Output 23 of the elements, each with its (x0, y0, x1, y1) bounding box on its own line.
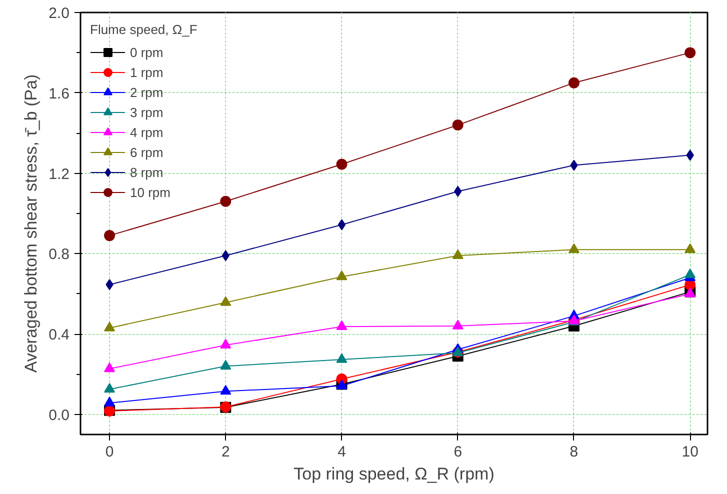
y-axis-title: Averaged bottom shear stress, τ̄_b (Pa) (22, 74, 41, 373)
x-axis-title: Top ring speed, Ω_R (rpm) (294, 464, 494, 484)
y-tick-label: 0.8 (48, 246, 70, 264)
y-tick-label: 1.6 (48, 85, 70, 102)
legend-label: 0 rpm (130, 44, 164, 60)
legend-label: 4 rpm (130, 124, 164, 140)
y-tick-label: 1.2 (48, 166, 70, 183)
x-tick-label: 0 (105, 444, 114, 460)
legend-label: 1 rpm (130, 64, 164, 80)
legend-label: 8 rpm (130, 164, 164, 180)
legend-label: 2 rpm (130, 84, 164, 100)
x-tick-label: 10 (682, 444, 698, 460)
legend-label: 10 rpm (130, 184, 170, 200)
legend-title: Flume speed, Ω_F (90, 22, 198, 37)
y-tick-label: 0.4 (48, 326, 70, 344)
legend-label: 6 rpm (130, 144, 164, 160)
y-tick-label: 0.0 (48, 406, 70, 424)
x-tick-label: 8 (570, 444, 578, 460)
legend-label: 3 rpm (130, 104, 164, 120)
x-tick-label: 6 (454, 444, 462, 460)
y-tick-label: 2.0 (48, 5, 70, 22)
x-tick-label: 2 (221, 444, 230, 460)
x-tick-label: 4 (338, 444, 346, 460)
